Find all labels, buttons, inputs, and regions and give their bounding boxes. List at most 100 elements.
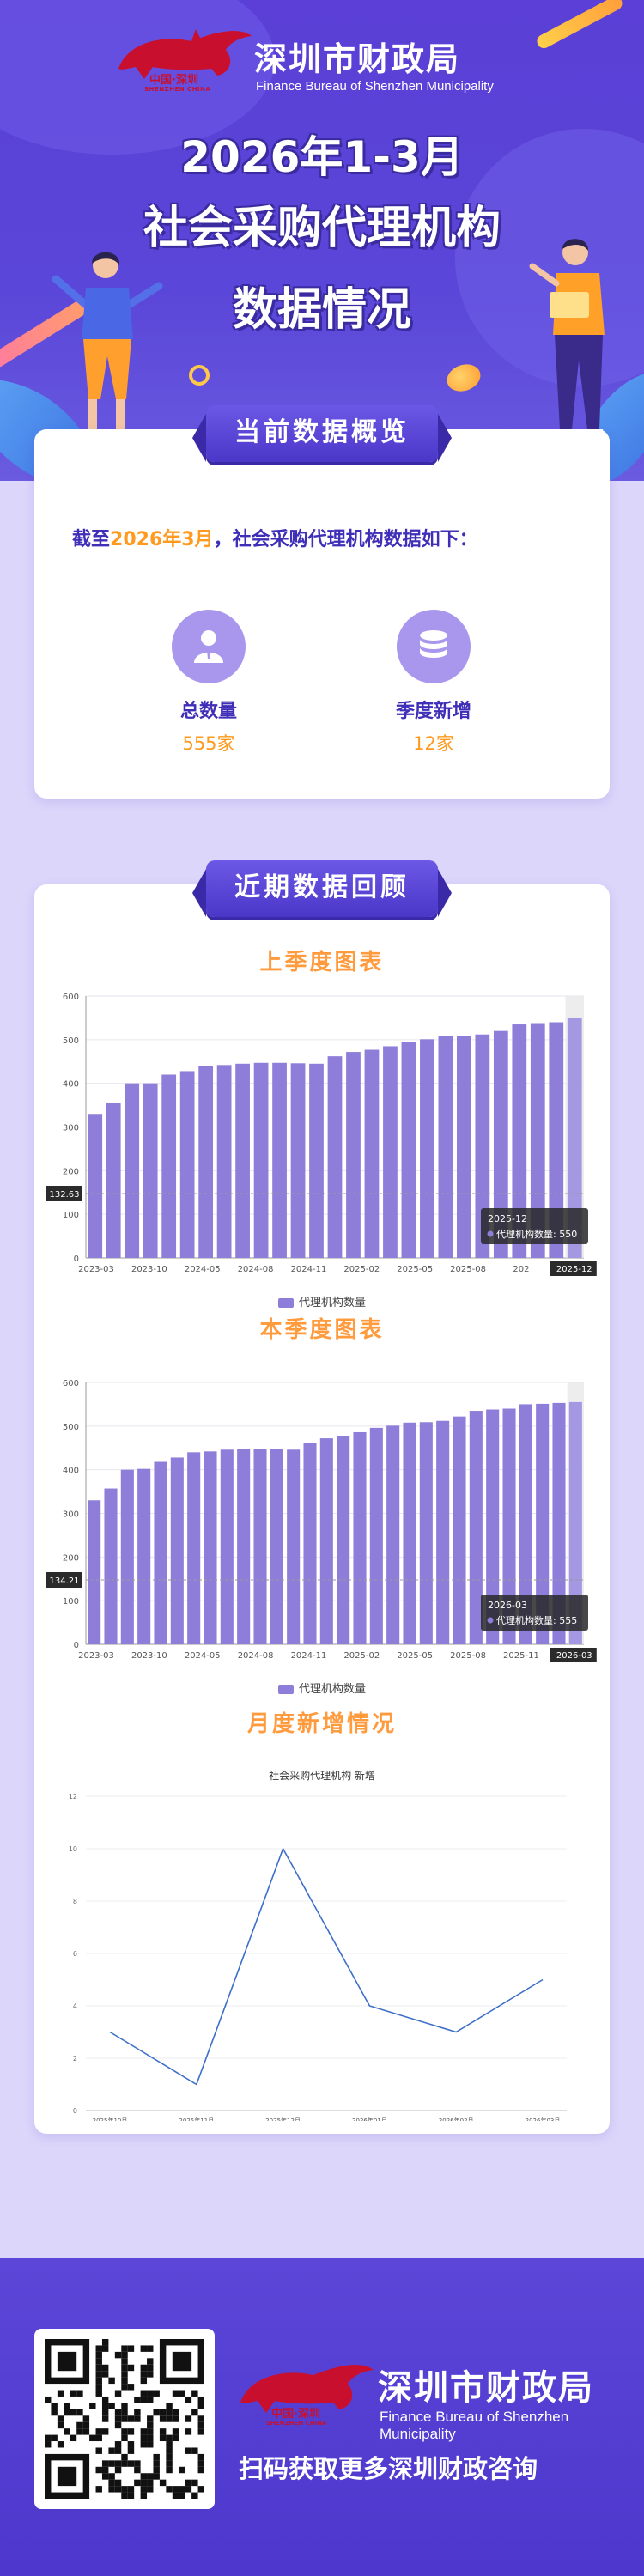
x-tick-label: 2024-11	[291, 1265, 327, 1274]
footer-scan-text: 扫码获取更多深圳财政咨询	[239, 2454, 538, 2483]
qr-module	[147, 2396, 154, 2403]
qr-module	[89, 2403, 96, 2409]
qr-module	[159, 2428, 167, 2435]
qr-code[interactable]	[34, 2329, 215, 2509]
qr-module	[95, 2486, 102, 2493]
x-tick-label: 2023-03	[78, 1651, 114, 1661]
qr-module	[95, 2428, 102, 2435]
qr-module	[76, 2421, 83, 2429]
qr-module	[76, 2428, 83, 2435]
x-tick-label: 2023-03	[78, 1265, 114, 1274]
x-cursor-badge	[550, 1261, 597, 1276]
qr-module	[95, 2371, 102, 2378]
qr-module	[185, 2447, 192, 2454]
chart3-title: 月度新增情况	[246, 1711, 397, 1737]
last-quarter-bar-chart[interactable]: 0 100 200 300 400 500 600 2023-03 2023-10 2024-05…	[34, 979, 610, 1322]
qr-module	[121, 2377, 128, 2385]
chart2-title: 本季度图表	[259, 1317, 385, 1343]
tooltip-title: 2026-03	[488, 1600, 527, 1611]
qr-module	[70, 2409, 77, 2416]
qr-module	[95, 2351, 102, 2359]
bar	[204, 1451, 217, 1644]
x-tick-label: 2025-11	[503, 1651, 539, 1661]
qr-module	[51, 2434, 58, 2442]
qr-module	[172, 2390, 179, 2397]
woman-illustration-icon	[52, 252, 163, 440]
bar	[346, 1052, 361, 1258]
x-tick-label: 2024-08	[238, 1651, 274, 1661]
qr-module	[191, 2479, 198, 2487]
logo-en-text: SHENZHEN CHINA	[144, 86, 211, 93]
chart2-legend[interactable]: 代理机构数量	[34, 1680, 610, 1696]
bar	[386, 1425, 400, 1644]
qr-module	[95, 2390, 102, 2397]
bar	[502, 1408, 516, 1644]
qr-finder-core	[57, 2466, 77, 2487]
legend-swatch	[277, 1298, 294, 1308]
bar	[104, 1488, 118, 1644]
qr-module	[57, 2390, 64, 2397]
qr-module	[95, 2364, 102, 2372]
bar	[552, 1402, 566, 1644]
qr-module	[114, 2460, 122, 2467]
qr-code-icon	[45, 2339, 204, 2499]
qr-module	[140, 2428, 148, 2435]
qr-module	[108, 2486, 115, 2493]
qr-module	[197, 2415, 204, 2422]
qr-module	[147, 2345, 154, 2352]
qr-module	[121, 2453, 128, 2461]
qr-module	[82, 2428, 90, 2435]
this-quarter-bar-chart[interactable]: 0 100 200 300 400 500 600 2023-03 2023-10 2024-05…	[34, 1365, 610, 1709]
bar	[549, 1022, 564, 1258]
qr-module	[147, 2428, 154, 2435]
qr-module	[101, 2428, 109, 2435]
tooltip-title: 2025-12	[488, 1213, 527, 1224]
bar	[530, 1023, 545, 1258]
x-tick-label: 2026年02月	[439, 2117, 474, 2121]
review-card: 近期数据回顾 上季度图表 0 100 200 300 400 500 600 2023-03 2…	[34, 860, 610, 2134]
bar	[235, 1063, 250, 1258]
bar	[319, 1438, 333, 1644]
main-title-line3: 数据情况	[232, 284, 411, 336]
y-tick-label: 500	[63, 1036, 79, 1046]
qr-module	[140, 2364, 148, 2372]
qr-module	[127, 2415, 135, 2422]
y-cursor-badge	[46, 1572, 82, 1588]
qr-module	[140, 2479, 148, 2487]
bar	[154, 1461, 167, 1644]
qr-module	[197, 2396, 204, 2403]
y-tick-label: 8	[73, 1898, 77, 1905]
qr-module	[108, 2479, 115, 2487]
qr-module	[153, 2473, 160, 2480]
qr-module	[57, 2421, 64, 2429]
qr-module	[185, 2428, 192, 2435]
bar	[438, 1036, 453, 1258]
qr-module	[121, 2403, 128, 2409]
monthly-new-line-chart[interactable]: 社会采购代理机构 新增 0 2 4 6 8 10 12 2025年10月 2025年11月 2025…	[34, 1743, 610, 2121]
qr-module	[179, 2390, 185, 2397]
bar	[198, 1066, 214, 1258]
qr-module	[95, 2384, 102, 2391]
chart1-legend[interactable]: 代理机构数量	[34, 1293, 610, 1309]
qr-module	[134, 2415, 141, 2422]
stat-total: 总数量 555家	[131, 610, 286, 756]
intro-prefix: 截至	[72, 529, 111, 550]
bar	[403, 1422, 416, 1644]
y-tick-label: 100	[63, 1211, 79, 1220]
qr-module	[179, 2486, 185, 2493]
qr-module	[127, 2447, 135, 2454]
qr-module	[51, 2403, 58, 2409]
footer-logo-cn: 中国·深圳	[271, 2408, 320, 2421]
qr-module	[147, 2473, 154, 2480]
qr-module	[185, 2479, 192, 2487]
qr-module	[147, 2479, 154, 2487]
qr-module	[57, 2415, 64, 2422]
y-tick-label: 400	[63, 1467, 79, 1476]
qr-module	[101, 2339, 109, 2346]
bar	[309, 1063, 324, 1258]
y-tick-label: 200	[63, 1553, 79, 1563]
qr-module	[153, 2453, 160, 2461]
qr-module	[191, 2492, 198, 2499]
qr-module	[76, 2390, 83, 2397]
x-tick-label: 2026年03月	[526, 2117, 561, 2121]
